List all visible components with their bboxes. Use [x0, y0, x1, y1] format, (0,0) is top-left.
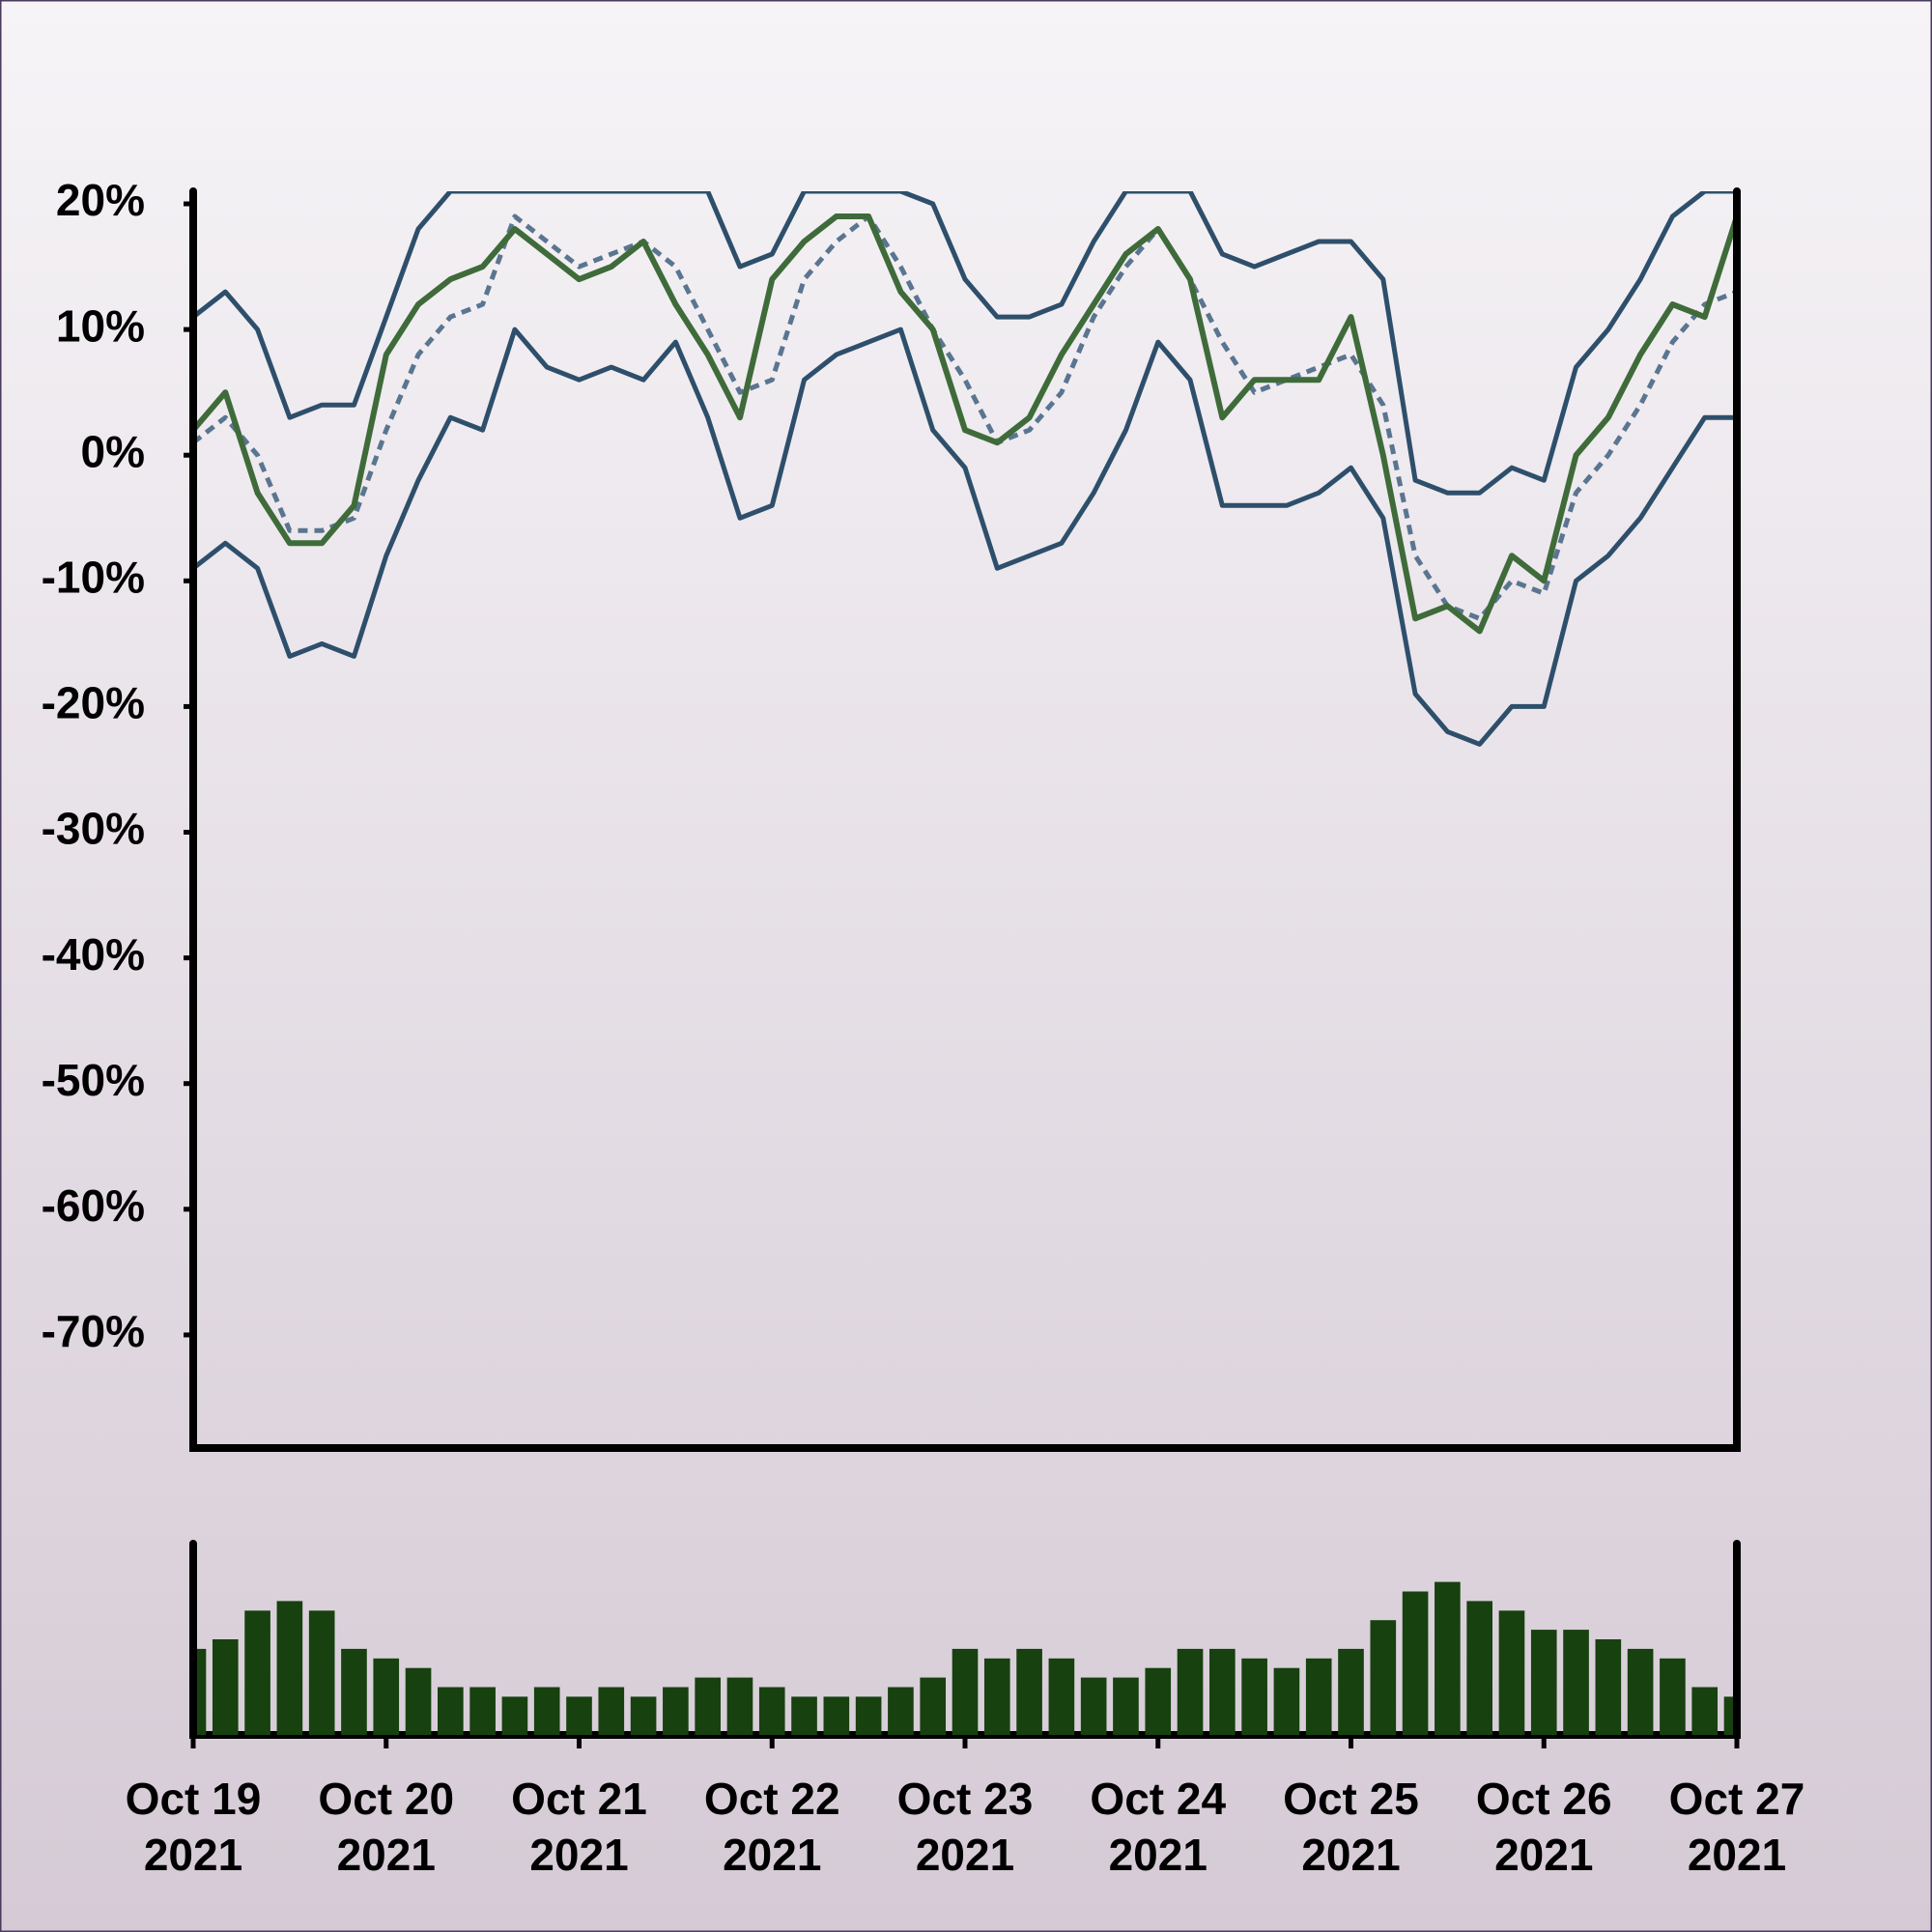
x-tick-label: Oct 23 2021: [897, 1774, 1034, 1880]
volume-bar: [663, 1687, 689, 1735]
volume-bar: [1145, 1667, 1172, 1735]
y-tick-label: -40%: [42, 929, 145, 980]
volume-bar: [1338, 1648, 1364, 1735]
volume-bar: [438, 1687, 464, 1735]
volume-bar: [695, 1677, 721, 1735]
volume-bar: [1435, 1581, 1461, 1735]
volume-bar: [566, 1696, 592, 1735]
price-frame: [189, 187, 1741, 1452]
volume-bar: [244, 1610, 270, 1735]
y-tick-label: -60%: [42, 1180, 145, 1231]
price-panel: [193, 191, 1737, 747]
x-tick-label: Oct 25 2021: [1283, 1774, 1419, 1880]
y-tick-label: 20%: [56, 175, 145, 225]
volume-bar: [533, 1687, 560, 1735]
volume-bar: [308, 1610, 335, 1735]
y-tick-label: -10%: [42, 552, 145, 602]
volume-bar: [1241, 1658, 1267, 1735]
volume-bar: [469, 1687, 496, 1735]
volume-bar: [212, 1639, 239, 1735]
y-tick-label: -30%: [42, 804, 145, 854]
volume-bar: [1627, 1648, 1654, 1735]
volume-bar: [1402, 1591, 1429, 1735]
volume-bar: [598, 1687, 625, 1735]
series-line: [193, 327, 1737, 747]
volume-bar: [920, 1677, 947, 1735]
volume-bar: [501, 1696, 528, 1735]
x-tick-label: Oct 24 2021: [1090, 1774, 1226, 1880]
x-tick-label: Oct 19 2021: [126, 1774, 262, 1880]
x-tick-label: Oct 21 2021: [511, 1774, 647, 1880]
x-tick-label: Oct 20 2021: [318, 1774, 454, 1880]
volume-bar: [1273, 1667, 1300, 1735]
volume-bar: [341, 1648, 367, 1735]
x-tick-label: Oct 22 2021: [704, 1774, 840, 1880]
volume-bar: [1305, 1658, 1332, 1735]
volume-bar: [1691, 1687, 1719, 1735]
volume-bar: [630, 1696, 657, 1735]
volume-bar: [276, 1601, 303, 1735]
volume-bar: [373, 1658, 400, 1735]
volume-bar: [1177, 1648, 1204, 1735]
y-tick-label: -20%: [42, 678, 145, 728]
y-tick-label: -50%: [42, 1055, 145, 1105]
volume-bar: [888, 1687, 914, 1735]
volume-bar: [1595, 1639, 1622, 1735]
volume-bar: [726, 1677, 753, 1735]
volume-bar: [1660, 1658, 1686, 1735]
volume-bar: [1016, 1648, 1042, 1735]
y-tick-label: 10%: [56, 300, 145, 351]
volume-bar: [952, 1648, 979, 1735]
volume-bar: [1080, 1677, 1107, 1735]
volume-bar: [1048, 1658, 1075, 1735]
volume-bar: [1563, 1630, 1589, 1735]
volume-bar: [197, 1648, 207, 1735]
volume-bar: [1498, 1610, 1525, 1735]
volume-bar: [405, 1667, 432, 1735]
volume-bar: [983, 1658, 1010, 1735]
volume-bar: [1530, 1630, 1557, 1735]
y-tick-label: -70%: [42, 1306, 145, 1356]
volume-bar: [758, 1687, 785, 1735]
series-line: [193, 213, 1737, 621]
series-line: [193, 213, 1737, 635]
x-tick-label: Oct 26 2021: [1476, 1774, 1612, 1880]
volume-bar: [855, 1696, 882, 1735]
volume-bar: [1466, 1601, 1492, 1735]
x-tick-label: Oct 27 2021: [1669, 1774, 1805, 1880]
y-tick-label: 0%: [81, 426, 145, 476]
volume-bar: [823, 1696, 850, 1735]
volume-bar: [1209, 1648, 1236, 1735]
volume-bar: [1723, 1696, 1733, 1735]
volume-bar: [1370, 1620, 1397, 1735]
volume-bar: [791, 1696, 817, 1735]
series-line: [193, 191, 1737, 496]
volume-bar: [1113, 1677, 1139, 1735]
